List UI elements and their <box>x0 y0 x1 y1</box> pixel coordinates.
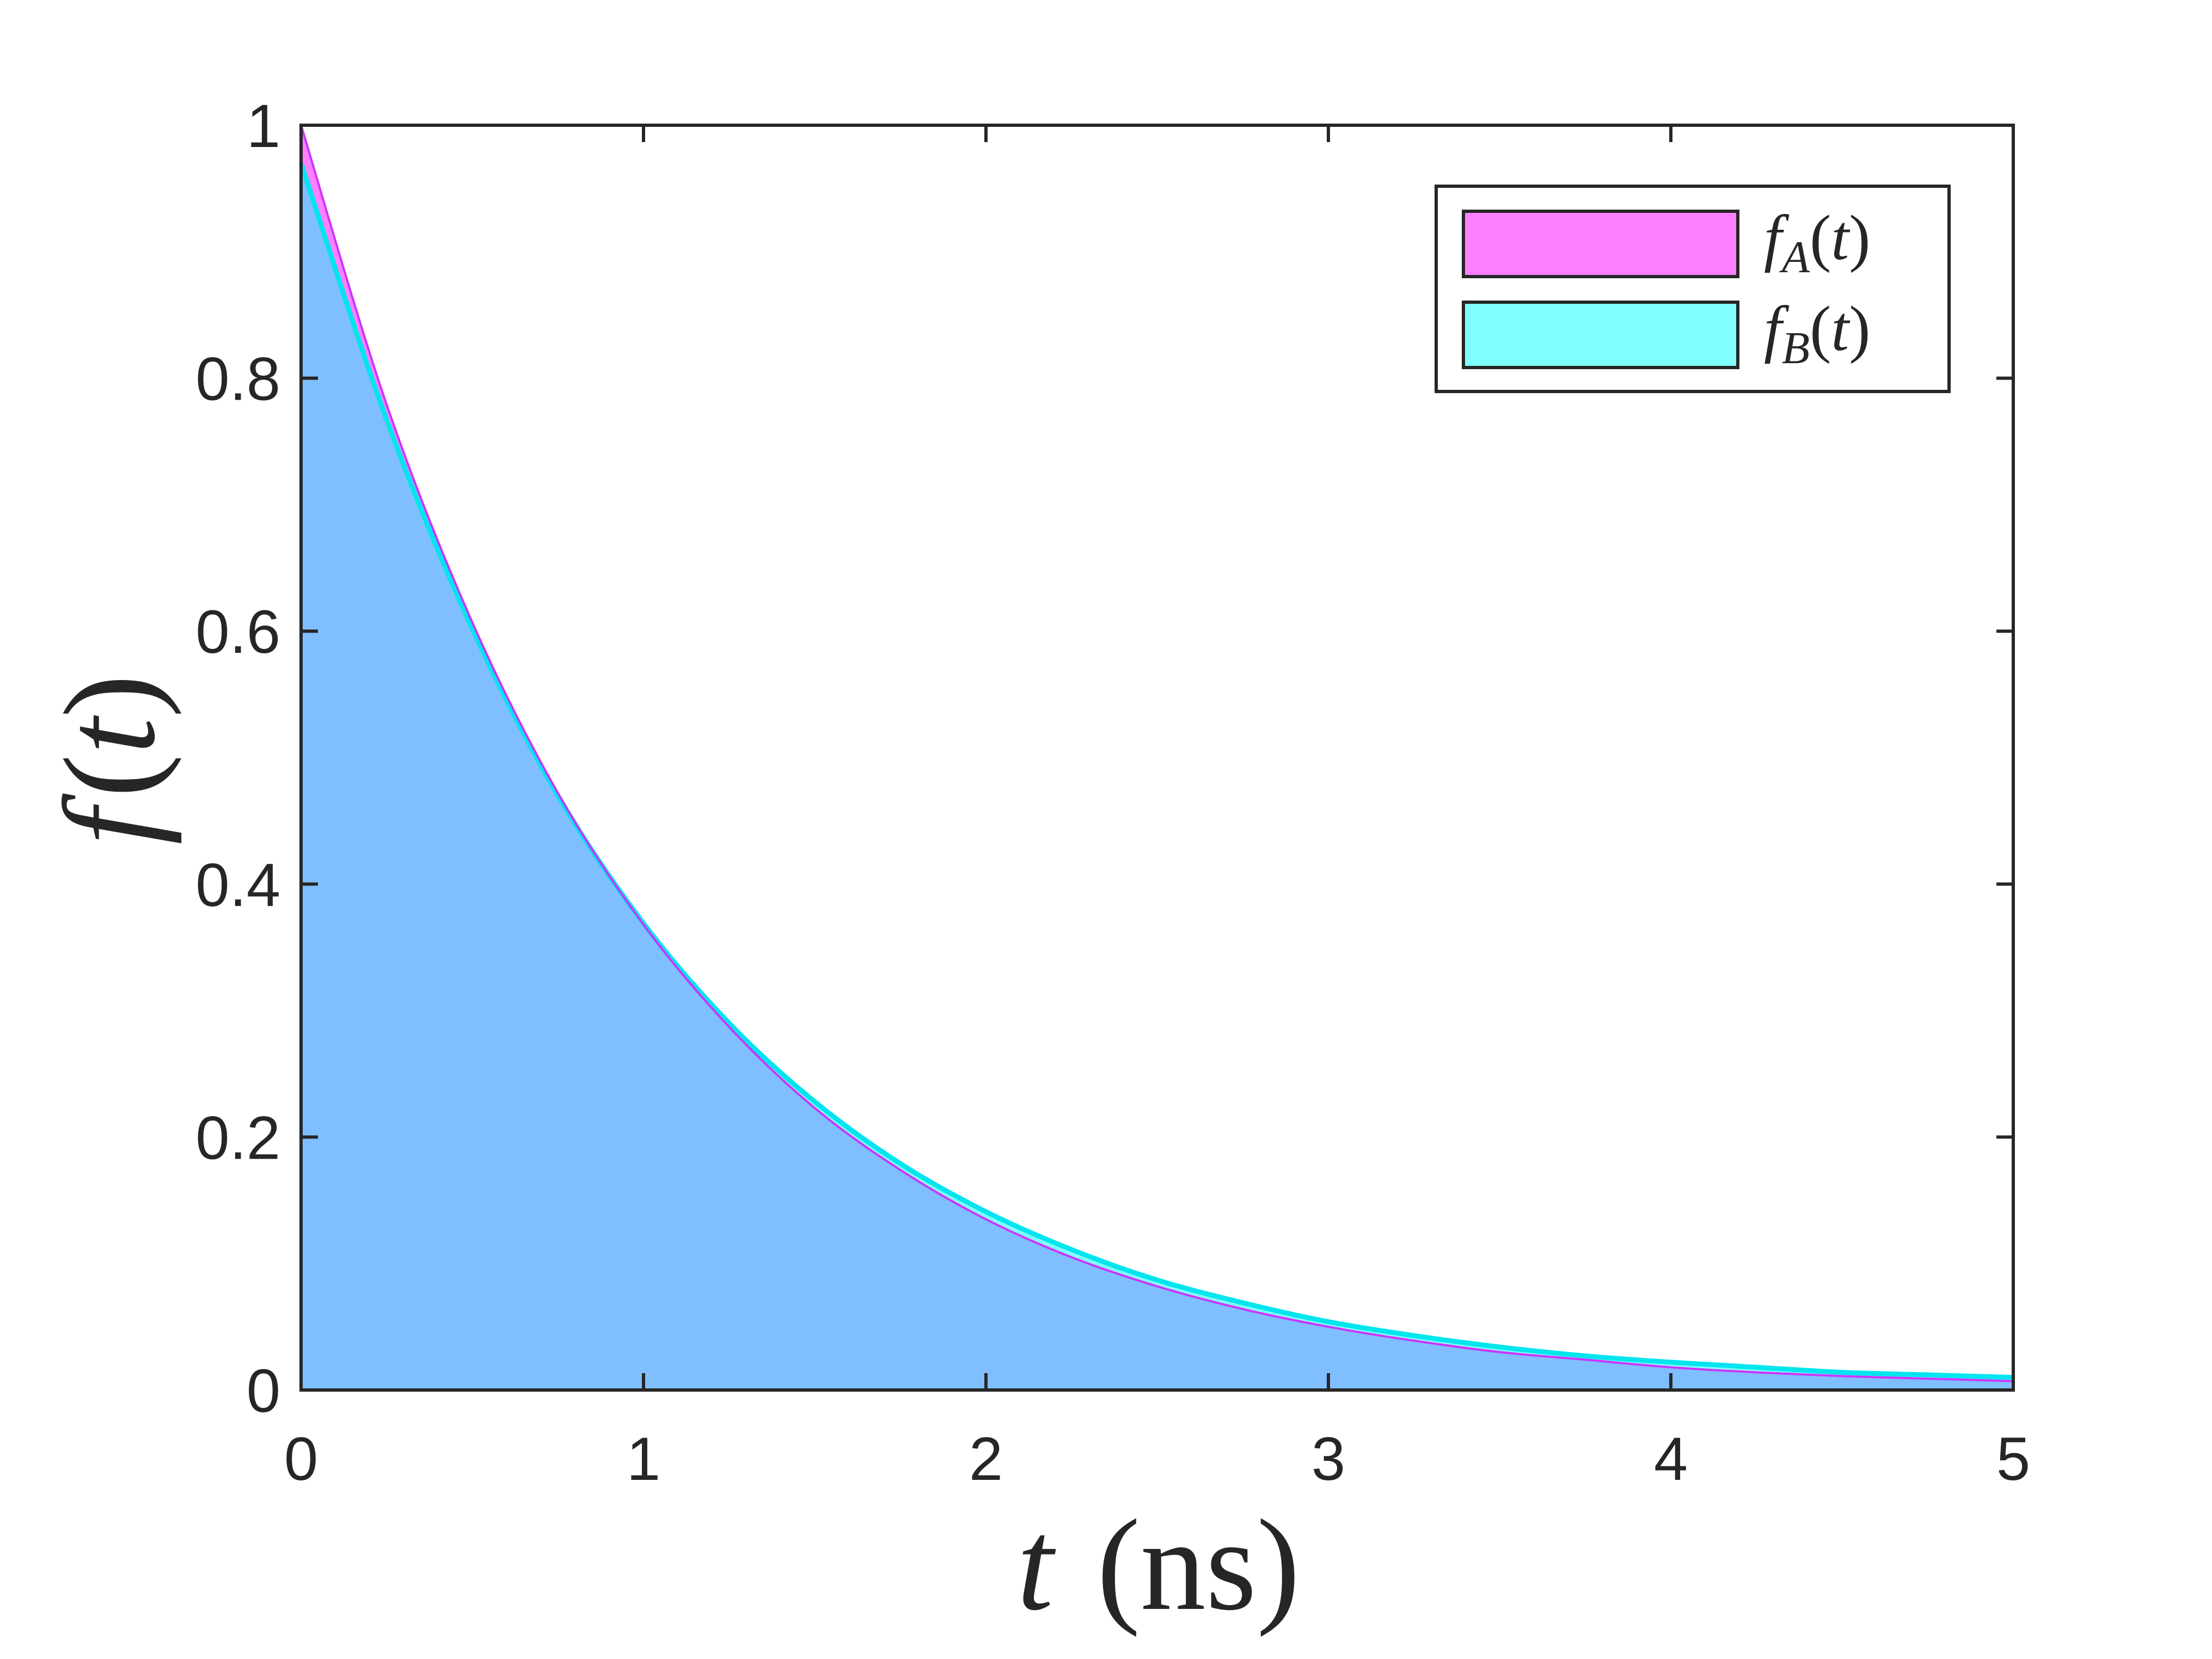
y-tick-label: 1 <box>247 92 280 160</box>
axes-frame <box>299 124 2015 1392</box>
x-axis-label: t (ns) <box>1017 1492 1300 1637</box>
x-tick-label: 1 <box>627 1425 660 1493</box>
series-a-line <box>300 125 2014 1382</box>
series-b-line <box>298 162 2014 1380</box>
y-tick-label: 0.2 <box>195 1104 280 1172</box>
x-tick-label: 4 <box>1654 1425 1688 1493</box>
legend-swatch-b <box>1462 301 1739 369</box>
overlap-area <box>301 163 2013 1391</box>
y-tick-label: 0.6 <box>195 598 280 666</box>
x-tick-label: 5 <box>1996 1425 2030 1493</box>
legend-label-a: fA(t) <box>1764 202 1871 283</box>
y-tick-label: 0.8 <box>195 345 280 413</box>
x-tick-label: 2 <box>969 1425 1003 1493</box>
x-tick-label: 0 <box>284 1425 318 1493</box>
legend-label-b: fB(t) <box>1764 293 1871 374</box>
y-axis-label: f(t) <box>37 674 182 844</box>
legend-swatch-a <box>1462 210 1739 278</box>
x-tick-label: 3 <box>1312 1425 1345 1493</box>
y-tick-label: 0.4 <box>195 851 280 919</box>
y-tick-label: 0 <box>247 1357 280 1425</box>
